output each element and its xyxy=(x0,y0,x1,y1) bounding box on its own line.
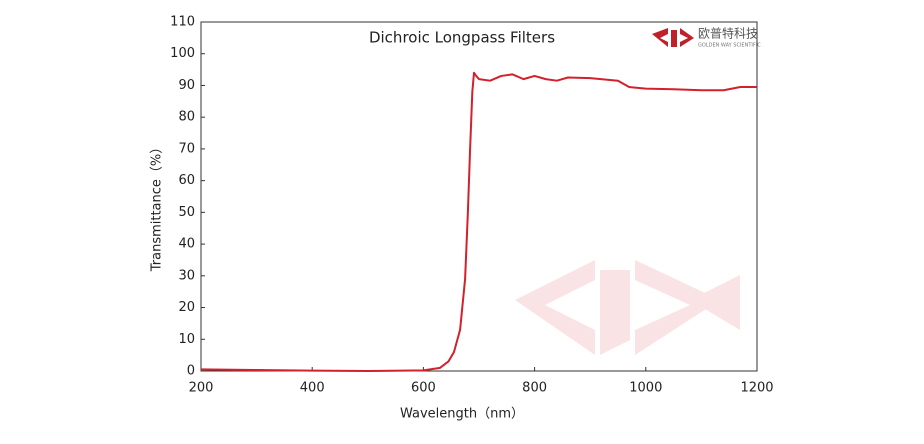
x-tick-label: 600 xyxy=(411,381,436,396)
y-axis-label: Transmittance（%） xyxy=(150,141,165,273)
x-axis-label: Wavelength（nm） xyxy=(400,407,524,422)
watermark xyxy=(515,260,740,355)
y-tick-label: 0 xyxy=(187,364,195,379)
x-tick-label: 800 xyxy=(522,381,547,396)
logo-subtitle: GOLDEN WAY SCIENTIFIC xyxy=(698,43,761,49)
series-line xyxy=(200,71,757,372)
plot-frame xyxy=(200,21,758,372)
y-tick-label: 110 xyxy=(170,15,195,30)
y-tick-label: 90 xyxy=(178,78,195,93)
x-tick-label: 1200 xyxy=(740,381,773,396)
y-tick-label: 50 xyxy=(178,205,195,220)
x-tick-label: 200 xyxy=(189,381,214,396)
y-tick-label: 10 xyxy=(178,332,195,347)
x-tick-label: 400 xyxy=(300,381,325,396)
y-tick-label: 20 xyxy=(178,300,195,315)
y-tick-label: 30 xyxy=(178,268,195,283)
y-tick-label: 80 xyxy=(178,110,195,125)
y-tick-label: 60 xyxy=(178,173,195,188)
y-tick-label: 70 xyxy=(178,141,195,156)
y-tick-label: 100 xyxy=(170,46,195,61)
y-tick-label: 40 xyxy=(178,237,195,252)
x-tick-label: 1000 xyxy=(629,381,662,396)
chart-title: Dichroic Longpass Filters xyxy=(369,29,555,47)
logo: 欧普特科技 GOLDEN WAY SCIENTIFIC xyxy=(652,26,761,49)
logo-name: 欧普特科技 xyxy=(698,26,758,41)
